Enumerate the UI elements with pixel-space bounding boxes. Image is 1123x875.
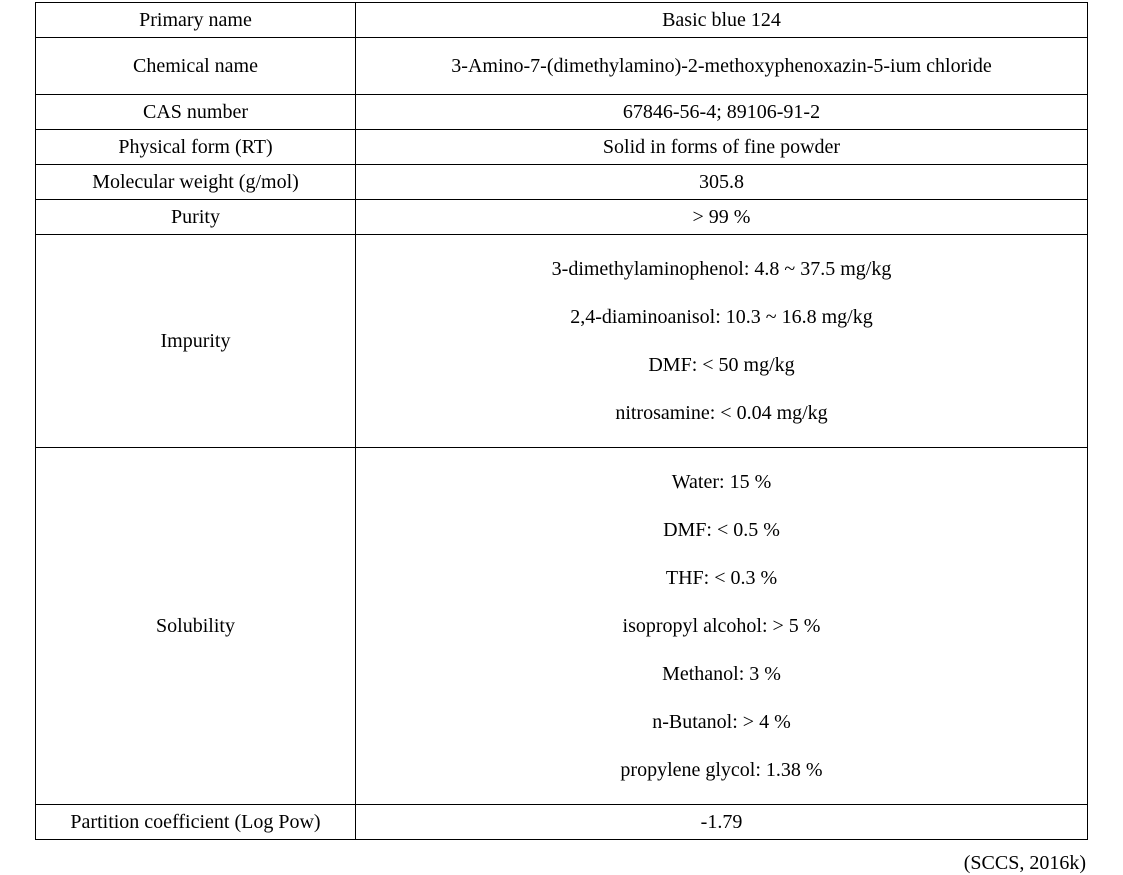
property-value: 67846-56-4; 89106-91-2 <box>356 95 1088 130</box>
value-line: n-Butanol: > 4 % <box>652 711 791 733</box>
value-line: DMF: < 0.5 % <box>663 519 780 541</box>
property-value: -1.79 <box>356 805 1088 840</box>
property-label: Physical form (RT) <box>36 130 356 165</box>
value-line: Methanol: 3 % <box>662 663 781 685</box>
value-line: 2,4-diaminoanisol: 10.3 ~ 16.8 mg/kg <box>570 306 872 328</box>
value-line: THF: < 0.3 % <box>666 567 777 589</box>
value-line: DMF: < 50 mg/kg <box>648 354 794 376</box>
property-value: Basic blue 124 <box>356 3 1088 38</box>
chemical-properties-table: Primary name Basic blue 124 Chemical nam… <box>35 2 1088 840</box>
property-label: Molecular weight (g/mol) <box>36 165 356 200</box>
property-label: Partition coefficient (Log Pow) <box>36 805 356 840</box>
property-label: Primary name <box>36 3 356 38</box>
table-body: Primary name Basic blue 124 Chemical nam… <box>36 3 1088 840</box>
property-value: 305.8 <box>356 165 1088 200</box>
table-row: Molecular weight (g/mol) 305.8 <box>36 165 1088 200</box>
table-row: Partition coefficient (Log Pow) -1.79 <box>36 805 1088 840</box>
value-line: Water: 15 % <box>672 471 771 493</box>
property-label: Purity <box>36 200 356 235</box>
value-line: 3-dimethylaminophenol: 4.8 ~ 37.5 mg/kg <box>552 258 892 280</box>
property-label: Solubility <box>36 448 356 805</box>
value-line: propylene glycol: 1.38 % <box>620 759 822 781</box>
table-row: Physical form (RT) Solid in forms of fin… <box>36 130 1088 165</box>
value-line: isopropyl alcohol: > 5 % <box>623 615 821 637</box>
property-label: CAS number <box>36 95 356 130</box>
property-value: Solid in forms of fine powder <box>356 130 1088 165</box>
table-row: Primary name Basic blue 124 <box>36 3 1088 38</box>
document-container: Primary name Basic blue 124 Chemical nam… <box>0 0 1123 875</box>
table-row: Solubility Water: 15 % DMF: < 0.5 % THF:… <box>36 448 1088 805</box>
property-value: 3-dimethylaminophenol: 4.8 ~ 37.5 mg/kg … <box>356 235 1088 448</box>
property-label: Chemical name <box>36 38 356 95</box>
value-line: nitrosamine: < 0.04 mg/kg <box>615 402 827 424</box>
table-row: Chemical name 3-Amino-7-(dimethylamino)-… <box>36 38 1088 95</box>
table-row: Impurity 3-dimethylaminophenol: 4.8 ~ 37… <box>36 235 1088 448</box>
table-row: CAS number 67846-56-4; 89106-91-2 <box>36 95 1088 130</box>
property-label: Impurity <box>36 235 356 448</box>
property-value: > 99 % <box>356 200 1088 235</box>
table-row: Purity > 99 % <box>36 200 1088 235</box>
property-value: Water: 15 % DMF: < 0.5 % THF: < 0.3 % is… <box>356 448 1088 805</box>
property-value: 3-Amino-7-(dimethylamino)-2-methoxypheno… <box>356 38 1088 95</box>
